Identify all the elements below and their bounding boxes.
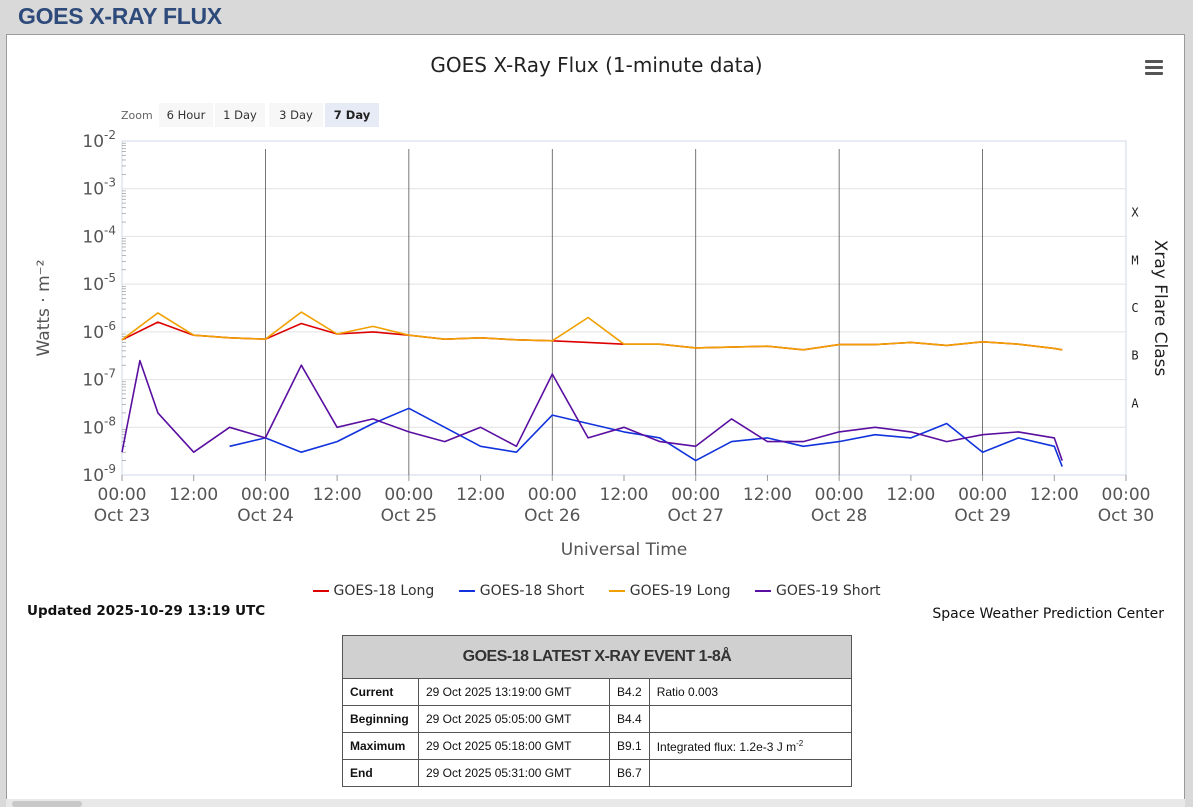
x-tick-label: 00:00: [384, 485, 433, 505]
x-tick-date: Oct 27: [667, 506, 723, 526]
y-tick-label: 10-5: [82, 271, 116, 295]
row-class: B4.2: [609, 678, 650, 706]
x-tick-date: Oct 28: [811, 506, 867, 526]
x-tick-label: 00:00: [671, 485, 720, 505]
latest-event-table: GOES-18 LATEST X-RAY EVENT 1-8Å Current …: [342, 635, 853, 787]
x-tick-label: 00:00: [98, 485, 147, 505]
y-tick-label: 10-6: [82, 319, 116, 343]
x-tick-label: 00:00: [958, 485, 1007, 505]
x-tick-date: Oct 24: [237, 506, 293, 526]
row-label: Beginning: [342, 705, 419, 733]
flare-class-label: X: [1131, 206, 1139, 220]
y2-axis-title: Xray Flare Class: [1150, 240, 1170, 377]
x-tick-label: 12:00: [1030, 485, 1079, 505]
y-tick-label: 10-7: [82, 367, 116, 391]
y-tick-label: 10-4: [82, 223, 116, 247]
x-tick-date: Oct 29: [954, 506, 1010, 526]
flare-class-label: A: [1131, 396, 1139, 410]
row-label: Maximum: [342, 732, 419, 760]
legend-goes19-short[interactable]: GOES-19 Short: [754, 583, 880, 599]
chart-panel: 10-2 10-3 10-4 10-5 10-6 10-7 10-8 10-9 00:00 Oct…: [6, 34, 1185, 807]
row-time: 29 Oct 2025 05:31:00 GMT: [418, 759, 610, 787]
y-tick-label: 10-9: [82, 462, 116, 486]
event-table-title: GOES-18 LATEST X-RAY EVENT 1-8Å: [342, 635, 852, 679]
flare-class-label: M: [1131, 253, 1138, 267]
row-note: Ratio 0.003: [648, 678, 853, 706]
row-class: B9.1: [609, 732, 650, 760]
zoom-7-day-button[interactable]: 7 Day: [325, 103, 379, 127]
row-label: Current: [342, 678, 419, 706]
row-time: 29 Oct 2025 05:18:00 GMT: [418, 732, 610, 760]
y-tick-label: 10-3: [82, 176, 116, 200]
row-class: B4.4: [609, 705, 650, 733]
series-line-goes-19-long: [121, 311, 1063, 351]
table-row: Maximum 29 Oct 2025 05:18:00 GMT B9.1 In…: [342, 732, 853, 760]
row-note: [648, 705, 853, 733]
row-note: [648, 759, 853, 787]
row-label: End: [342, 759, 419, 787]
x-tick-label: 12:00: [313, 485, 362, 505]
x-tick-date: Oct 23: [94, 506, 150, 526]
row-time: 29 Oct 2025 13:19:00 GMT: [418, 678, 610, 706]
x-tick-label: 00:00: [1102, 485, 1151, 505]
plot-area: [121, 140, 1127, 476]
xray-flux-chart: 10-210-310-410-510-610-710-810-900:00Oct…: [34, 128, 1170, 560]
x-tick-label: 00:00: [815, 485, 864, 505]
zoom-1-day-button[interactable]: 1 Day: [215, 103, 265, 127]
x-tick-label: 12:00: [600, 485, 649, 505]
table-row: Beginning 29 Oct 2025 05:05:00 GMT B4.4: [342, 705, 853, 733]
y-tick-label: 10-8: [82, 414, 116, 438]
x-axis-title: Universal Time: [561, 540, 687, 560]
zoom-3-day-button[interactable]: 3 Day: [269, 103, 323, 127]
y-axis-title: Watts · m⁻²: [34, 260, 54, 357]
chart-legend: GOES-18 Long GOES-18 Short GOES-19 Long …: [7, 583, 1186, 599]
x-tick-label: 00:00: [528, 485, 577, 505]
table-row: End 29 Oct 2025 05:31:00 GMT B6.7: [342, 759, 853, 787]
legend-goes18-long[interactable]: GOES-18 Long: [312, 583, 434, 599]
source-credit: Space Weather Prediction Center: [932, 606, 1164, 622]
zoom-label: Zoom: [121, 109, 153, 122]
x-tick-date: Oct 26: [524, 506, 580, 526]
flare-class-label: C: [1131, 301, 1138, 315]
table-row: Current 29 Oct 2025 13:19:00 GMT B4.2 Ra…: [342, 678, 853, 706]
chart-title: GOES X-Ray Flux (1-minute data): [430, 53, 763, 77]
x-tick-date: Oct 25: [381, 506, 437, 526]
legend-goes19-long[interactable]: GOES-19 Long: [608, 583, 731, 599]
page-header: GOES X-RAY FLUX: [0, 0, 1193, 34]
hamburger-icon[interactable]: [1145, 60, 1163, 76]
horizontal-scrollbar[interactable]: [6, 799, 1185, 807]
zoom-6-hour-button[interactable]: 6 Hour: [159, 103, 213, 127]
x-tick-label: 12:00: [743, 485, 792, 505]
x-tick-label: 12:00: [456, 485, 505, 505]
x-tick-label: 12:00: [169, 485, 218, 505]
y-tick-label: 10-2: [82, 128, 116, 152]
row-time: 29 Oct 2025 05:05:00 GMT: [418, 705, 610, 733]
row-class: B6.7: [609, 759, 650, 787]
x-tick-date: Oct 30: [1098, 506, 1154, 526]
row-note: Integrated flux: 1.2e-3 J m-2: [648, 732, 853, 760]
updated-timestamp: Updated 2025-10-29 13:19 UTC: [27, 603, 266, 619]
series-line-goes-19-short: [121, 359, 1063, 461]
legend-goes18-short[interactable]: GOES-18 Short: [458, 583, 584, 599]
x-tick-label: 00:00: [241, 485, 290, 505]
flare-class-label: B: [1131, 349, 1138, 363]
series-line-goes-18-short: [229, 407, 1063, 467]
page-title: GOES X-RAY FLUX: [18, 3, 222, 29]
x-tick-label: 12:00: [886, 485, 935, 505]
scrollbar-thumb[interactable]: [12, 801, 82, 807]
